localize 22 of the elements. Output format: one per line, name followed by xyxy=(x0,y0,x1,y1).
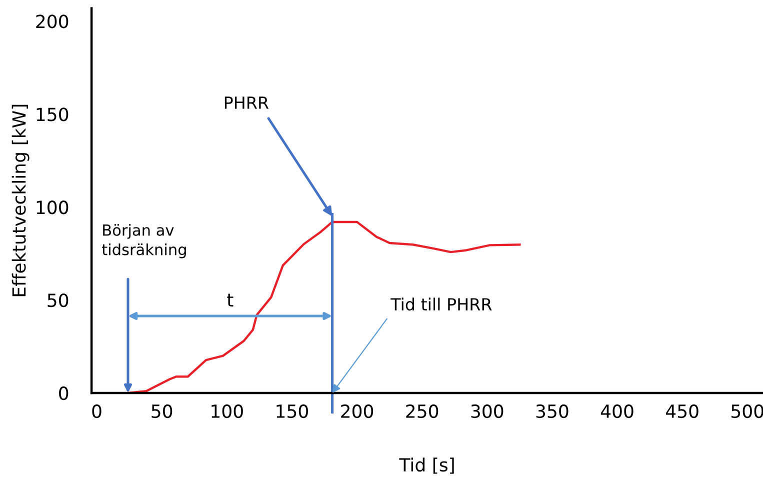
x-tick-label: 150 xyxy=(276,404,308,418)
annotation: PHRR xyxy=(224,96,269,109)
x-tick-label: 400 xyxy=(600,404,634,418)
x-tick-label: 200 xyxy=(341,404,374,418)
x-tick-label: 100 xyxy=(212,404,243,418)
y-tick-label: 100 xyxy=(36,200,68,214)
x-tick-label: 250 xyxy=(406,404,438,418)
x-tick-label: 450 xyxy=(666,404,698,418)
y-tick-label: 150 xyxy=(36,108,68,122)
x-tick-label: 500 xyxy=(732,404,763,418)
x-tick-label: 50 xyxy=(152,404,172,418)
x-tick-label: 0 xyxy=(92,404,102,418)
x-tick-label: 350 xyxy=(536,404,568,418)
y-tick-label: 200 xyxy=(36,14,68,28)
y-tick-label: 0 xyxy=(59,386,68,400)
y-tick-label: 50 xyxy=(48,293,68,308)
y-axis-title: Effektutveckling [kW] xyxy=(12,104,30,296)
annotation: Början av tidsräkning xyxy=(102,224,186,258)
annotation: Tid till PHRR xyxy=(390,298,492,311)
x-axis-title: Tid [s] xyxy=(399,458,454,474)
annotation: t xyxy=(227,294,234,306)
x-tick-label: 300 xyxy=(471,404,504,418)
